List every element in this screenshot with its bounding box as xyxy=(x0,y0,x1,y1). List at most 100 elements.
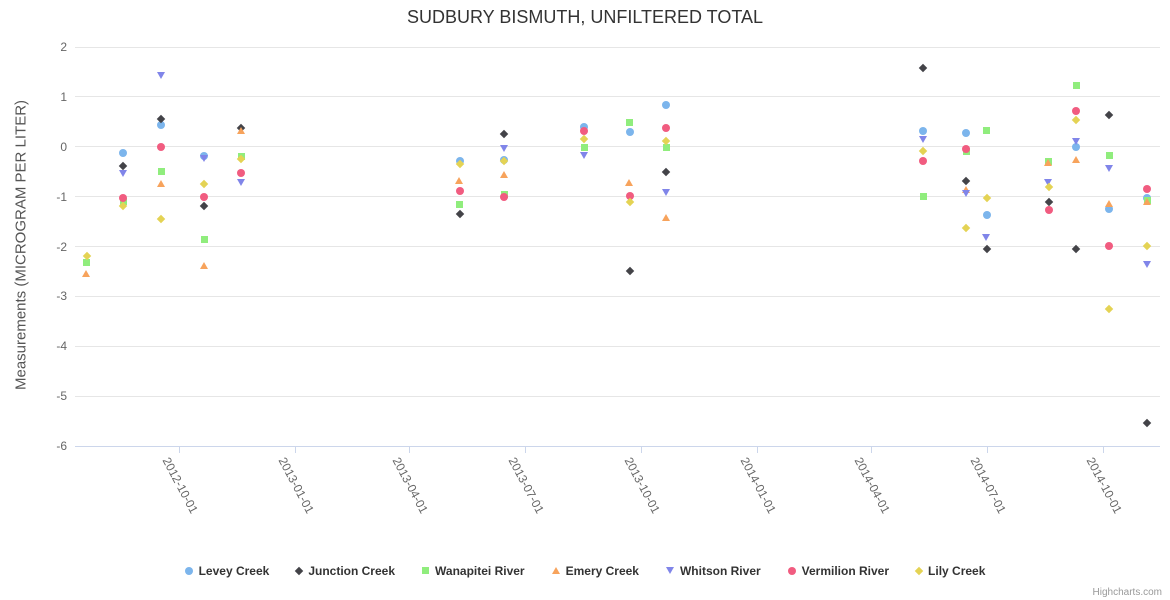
point-wanapitei-river xyxy=(919,193,927,201)
legend: Levey Creek Junction Creek Wanapitei River… xyxy=(0,560,1170,582)
point-levey-creek xyxy=(982,210,991,219)
point-wanapitei-river xyxy=(580,144,588,152)
legend-item-wanapitei-river[interactable]: Wanapitei River xyxy=(422,562,525,580)
point-levey-creek xyxy=(625,127,634,136)
junction-creek-diamond-icon xyxy=(295,566,304,576)
x-axis-tick xyxy=(641,447,642,453)
wanapitei-river-square-icon xyxy=(422,567,430,575)
legend-item-vermilion-river[interactable]: Vermilion River xyxy=(787,562,890,580)
point-junction-creek xyxy=(200,201,209,210)
y-axis-label: 1 xyxy=(60,89,67,104)
point-wanapitei-river xyxy=(456,201,464,209)
point-levey-creek xyxy=(662,100,671,109)
x-axis-tick xyxy=(757,447,759,453)
legend-label: Emery Creek xyxy=(565,563,639,578)
point-whitson-river xyxy=(961,190,970,198)
legend-item-lily-creek[interactable]: Lily Creek xyxy=(914,562,986,580)
point-levey-creek xyxy=(1072,142,1081,151)
point-lily-creek xyxy=(1072,115,1081,125)
chart-title: SUDBURY BISMUTH, UNFILTERED TOTAL xyxy=(406,7,764,27)
point-emery-creek xyxy=(199,261,208,269)
point-vermilion-river xyxy=(1072,106,1081,115)
x-axis-tick xyxy=(179,447,180,453)
x-axis-tick xyxy=(295,447,297,453)
legend-item-junction-creek[interactable]: Junction Creek xyxy=(295,562,396,580)
point-whitson-river xyxy=(1142,260,1151,268)
x-axis-label: 2012-10-01 xyxy=(159,455,201,516)
point-emery-creek xyxy=(499,171,508,179)
point-emery-creek xyxy=(1044,159,1053,167)
y-gridline xyxy=(75,246,1160,247)
whitson-river-triangle-down-icon xyxy=(665,567,674,575)
x-axis-tick xyxy=(1103,447,1104,453)
legend-label: Whitson River xyxy=(679,563,761,578)
legend-label: Levey Creek xyxy=(198,563,270,578)
point-vermilion-river xyxy=(119,193,128,202)
y-axis-label: -4 xyxy=(56,339,67,354)
point-vermilion-river xyxy=(500,192,509,201)
point-vermilion-river xyxy=(662,123,671,132)
vermilion-river-circle-icon xyxy=(787,566,796,575)
point-emery-creek xyxy=(82,269,91,277)
legend-label: Junction Creek xyxy=(308,563,396,578)
point-wanapitei-river xyxy=(83,258,91,266)
legend-item-levey-creek[interactable]: Levey Creek xyxy=(184,562,270,580)
x-axis-tick xyxy=(986,447,988,453)
legend-label: Vermilion River xyxy=(801,563,890,578)
point-whitson-river xyxy=(579,152,588,160)
x-axis-line xyxy=(75,446,1160,447)
point-junction-creek xyxy=(919,63,928,73)
point-junction-creek xyxy=(962,176,971,185)
x-axis-label: 2013-01-01 xyxy=(276,455,318,516)
point-levey-creek xyxy=(962,128,971,137)
x-axis-label: 2013-07-01 xyxy=(505,455,547,516)
point-levey-creek xyxy=(1105,204,1114,213)
y-axis-label: 2 xyxy=(60,40,67,54)
point-whitson-river xyxy=(156,72,165,80)
point-whitson-river xyxy=(236,178,245,186)
point-wanapitei-river xyxy=(662,144,670,152)
point-levey-creek xyxy=(157,120,166,129)
point-vermilion-river xyxy=(962,144,971,153)
y-gridline xyxy=(75,196,1160,198)
point-emery-creek xyxy=(455,177,464,185)
highcharts-credit-link[interactable]: Highcharts.com xyxy=(1092,587,1162,598)
x-axis-label: 2014-01-01 xyxy=(738,455,780,516)
point-whitson-river xyxy=(1104,165,1113,173)
point-junction-creek xyxy=(1143,418,1152,428)
y-axis-label: -5 xyxy=(56,389,67,404)
point-junction-creek xyxy=(982,245,991,254)
x-axis-label: 2013-10-01 xyxy=(621,455,663,516)
x-axis-tick xyxy=(409,447,411,453)
point-vermilion-river xyxy=(1143,184,1152,193)
point-vermilion-river xyxy=(625,192,634,201)
y-gridline xyxy=(75,395,1160,397)
y-gridline xyxy=(75,96,1160,98)
legend-item-whitson-river[interactable]: Whitson River xyxy=(665,562,761,580)
lily-creek-diamond-icon xyxy=(914,566,924,576)
point-lily-creek xyxy=(157,214,166,224)
point-junction-creek xyxy=(455,209,465,218)
point-vermilion-river xyxy=(200,192,209,201)
x-axis-tick xyxy=(524,447,526,453)
x-axis-tick xyxy=(871,447,873,453)
point-junction-creek xyxy=(1044,197,1053,206)
legend-label: Lily Creek xyxy=(928,563,986,578)
point-vermilion-river xyxy=(157,142,166,151)
point-lily-creek xyxy=(1105,305,1114,314)
legend-label: Wanapitei River xyxy=(435,563,525,578)
point-vermilion-river xyxy=(1105,241,1114,250)
point-whitson-river xyxy=(918,136,927,144)
point-junction-creek xyxy=(662,167,671,177)
point-wanapitei-river xyxy=(983,127,991,135)
x-axis-label: 2014-07-01 xyxy=(967,455,1009,516)
legend-item-emery-creek[interactable]: Emery Creek xyxy=(551,562,639,580)
point-junction-creek xyxy=(500,129,509,139)
y-gridline xyxy=(75,295,1160,297)
point-junction-creek xyxy=(625,267,634,276)
levey-creek-circle-icon xyxy=(184,566,193,575)
y-gridline xyxy=(75,345,1160,347)
point-lily-creek xyxy=(919,146,928,155)
point-junction-creek xyxy=(1105,110,1114,120)
point-whitson-river xyxy=(199,155,208,163)
